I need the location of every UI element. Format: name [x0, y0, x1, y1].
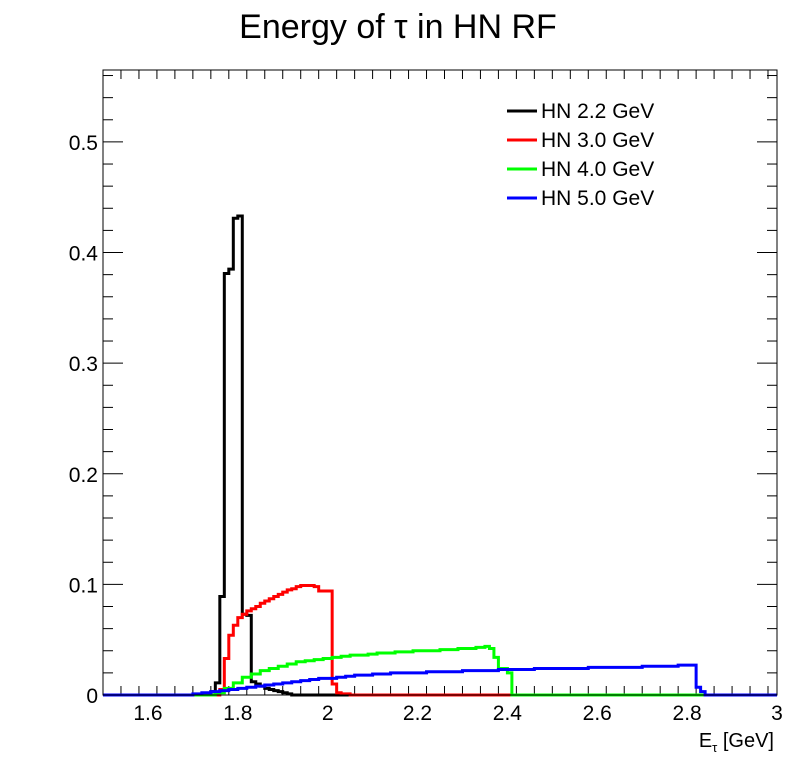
legend: HN 2.2 GeV HN 3.0 GeV HN 4.0 GeV HN 5.0 GeV	[507, 100, 654, 210]
legend-label: HN 4.0 GeV	[541, 158, 654, 181]
x-tick-label: 1.8	[223, 702, 252, 725]
y-tick-labels: 0 0.1 0.2 0.3 0.4 0.5	[69, 132, 99, 708]
legend-entry: HN 4.0 GeV	[507, 158, 654, 181]
x-tick-label: 2.8	[673, 702, 702, 725]
y-tick-label: 0	[86, 685, 98, 708]
x-tick-label: 2.2	[403, 702, 432, 725]
x-tick-label: 1.6	[133, 702, 162, 725]
x-tick-label: 3	[771, 702, 783, 725]
x-axis-label-unit: [GeV]	[717, 730, 774, 752]
legend-entry: HN 3.0 GeV	[507, 129, 654, 152]
y-tick-label: 0.4	[69, 243, 99, 266]
x-tick-label: 2	[322, 702, 334, 725]
legend-label: HN 5.0 GeV	[541, 187, 654, 210]
series-line-1	[103, 214, 777, 697]
x-axis-label-main: E	[699, 730, 712, 752]
x-tick-label: 2.6	[583, 702, 612, 725]
legend-entry: HN 2.2 GeV	[507, 100, 654, 123]
series-line-3	[103, 644, 777, 697]
x-tick-labels: 1.6 1.8 2 2.2 2.4 2.6 2.8 3	[133, 702, 783, 725]
x-axis-label: Eτ [GeV]	[699, 730, 774, 755]
plot-frame	[102, 69, 778, 696]
legend-entry: HN 5.0 GeV	[507, 187, 654, 210]
legend-label: HN 2.2 GeV	[541, 100, 654, 123]
y-tick-label: 0.3	[69, 353, 98, 376]
x-tick-label: 2.4	[493, 702, 523, 725]
y-tick-label: 0.5	[69, 132, 98, 155]
legend-label: HN 3.0 GeV	[541, 129, 654, 152]
series-line-4	[103, 663, 777, 697]
chart-title: Energy of τ in HN RF	[239, 8, 557, 46]
series-layer	[103, 214, 777, 697]
series-line-2	[103, 583, 777, 697]
y-tick-label: 0.2	[69, 464, 98, 487]
y-tick-label: 0.1	[69, 574, 98, 597]
x-axis-label-subscript: τ	[712, 740, 718, 755]
